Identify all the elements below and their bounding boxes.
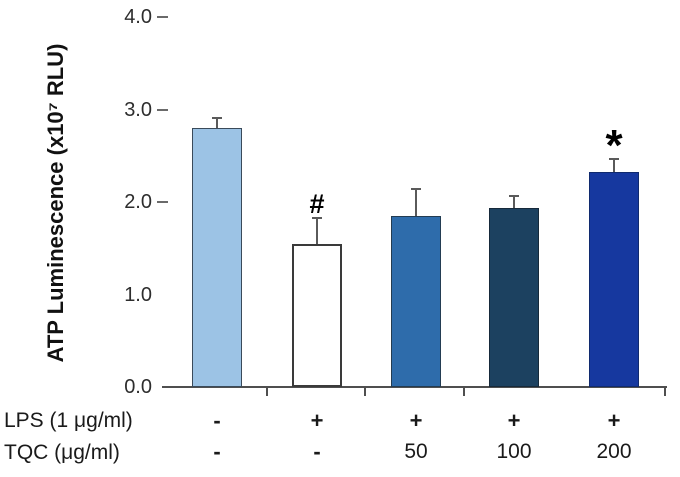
bar <box>589 172 639 387</box>
error-bar-cap <box>212 116 222 119</box>
condition-value: + <box>310 408 324 433</box>
condition-value: 100 <box>496 440 532 463</box>
bar <box>292 243 342 387</box>
y-tick-label: 3.0 <box>124 98 152 121</box>
error-bar-line <box>316 217 318 244</box>
y-tick-label: 2.0 <box>124 191 152 213</box>
condition-value: 50 <box>404 440 428 463</box>
condition-value: + <box>409 408 423 433</box>
error-bar-cap <box>509 194 519 197</box>
condition-value: 200 <box>596 440 632 463</box>
x-axis-tick <box>463 388 465 396</box>
y-tick-label: 0.0 <box>124 376 152 398</box>
error-bar-line <box>415 189 417 216</box>
error-bar-line <box>513 195 515 209</box>
y-axis-title: ATP Luminescence (x10⁷ RLU) <box>43 43 68 363</box>
y-tick-label: 1.0 <box>124 283 152 306</box>
x-axis-tick <box>266 388 268 396</box>
y-tick-mark <box>157 201 168 203</box>
condition-value: - <box>213 408 221 433</box>
x-axis-line <box>162 386 667 388</box>
error-bar-cap <box>609 157 619 160</box>
condition-value: + <box>607 408 621 433</box>
lps-row-label: LPS (1 μg/ml) <box>4 409 133 432</box>
condition-value: - <box>213 439 221 464</box>
y-tick-mark <box>157 16 168 18</box>
y-tick-mark <box>157 108 168 111</box>
y-tick-label: 4.0 <box>124 6 152 28</box>
condition-value: + <box>507 408 521 433</box>
error-bar-cap <box>312 216 322 219</box>
x-axis-tick <box>364 388 366 396</box>
error-bar-line <box>613 158 615 173</box>
x-axis-tick <box>664 388 666 396</box>
condition-value: - <box>313 439 321 464</box>
significance-asterisk: * <box>605 120 623 170</box>
error-bar-cap <box>411 188 421 191</box>
bar <box>489 208 539 387</box>
error-bar-line <box>216 117 218 128</box>
bar <box>391 215 441 387</box>
bar <box>192 128 242 387</box>
significance-hash: # <box>309 188 325 219</box>
tqc-row-label: TQC (μg/ml) <box>4 441 120 464</box>
